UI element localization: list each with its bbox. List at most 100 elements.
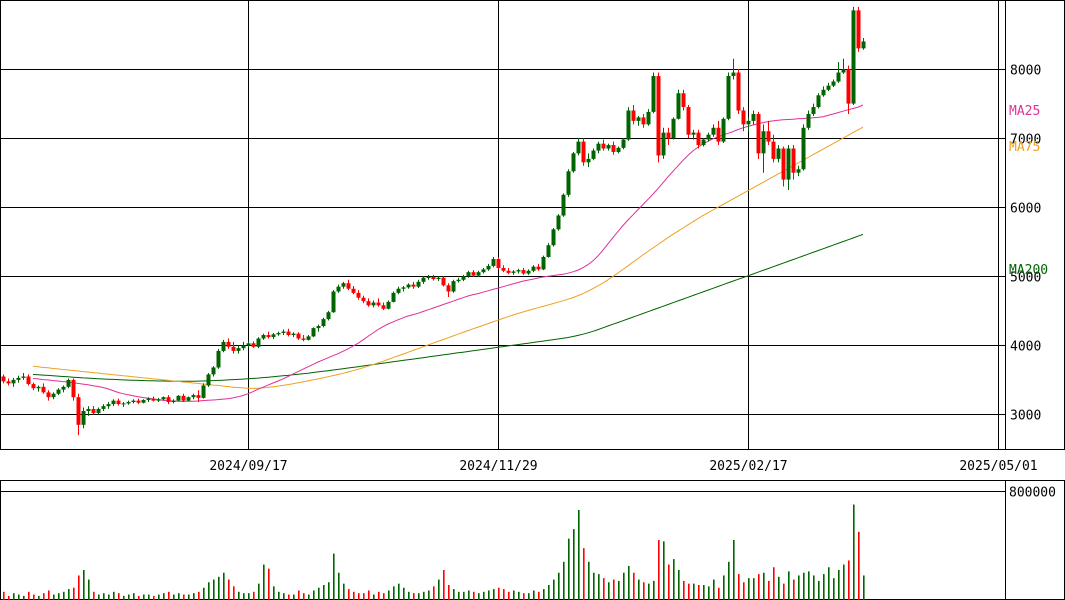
- volume-bar: [773, 567, 775, 600]
- candle-body: [531, 266, 536, 271]
- volume-bar: [283, 593, 285, 600]
- candle-body: [571, 153, 576, 172]
- volume-bar: [113, 591, 115, 600]
- candle-body: [401, 287, 406, 289]
- candle-body: [301, 338, 306, 340]
- candle-body: [191, 395, 196, 398]
- volume-bar: [463, 591, 465, 600]
- volume-bar: [398, 583, 400, 600]
- price-tick-label: 3000: [1010, 409, 1041, 424]
- candle-body: [481, 269, 486, 273]
- candle-body: [526, 270, 531, 274]
- price-tick-label: 8000: [1010, 64, 1041, 79]
- candle-body: [96, 408, 101, 414]
- candle-body: [506, 270, 511, 273]
- volume-bar: [753, 578, 755, 600]
- volume-bar: [723, 575, 725, 600]
- candle-body: [46, 392, 51, 398]
- volume-bar: [788, 571, 790, 600]
- candle-body: [651, 75, 656, 112]
- legend-ma75: MA75: [1009, 140, 1040, 155]
- volume-bar: [43, 593, 45, 600]
- candle-body: [76, 397, 81, 425]
- candle-body: [361, 297, 366, 302]
- volume-bar: [298, 590, 300, 600]
- candle-body: [546, 245, 551, 257]
- candle-body: [676, 93, 681, 119]
- volume-bar: [813, 575, 815, 600]
- volume-bar: [233, 586, 235, 600]
- volume-bar: [198, 591, 200, 600]
- volume-bar: [103, 593, 105, 600]
- volume-bar: [388, 590, 390, 600]
- candle-body: [741, 110, 746, 125]
- volume-bar: [663, 541, 665, 600]
- candle-body: [716, 127, 721, 142]
- volume-bar: [828, 567, 830, 600]
- volume-bar: [83, 570, 85, 600]
- date-axis-labels: 2024/09/17 2024/11/29 2025/02/17 2025/05/01: [209, 459, 1037, 474]
- volume-panel: 800000: [0, 480, 1065, 600]
- volume-bar: [358, 593, 360, 600]
- volume-bar: [183, 594, 185, 600]
- volume-bar: [533, 590, 535, 600]
- volume-bar: [763, 572, 765, 600]
- candle-body: [351, 288, 356, 293]
- candle-body: [796, 169, 801, 173]
- volume-bar: [698, 585, 700, 600]
- volume-bar: [473, 591, 475, 600]
- volume-bar: [363, 593, 365, 600]
- candle-body: [106, 404, 111, 407]
- volume-bar: [163, 593, 165, 600]
- volume-bar: [393, 586, 395, 600]
- volume-bar: [843, 564, 845, 600]
- volume-bar: [658, 540, 660, 600]
- candle-body: [746, 120, 751, 125]
- volume-bar: [803, 572, 805, 600]
- candle-body: [626, 110, 631, 140]
- candle-body: [501, 268, 506, 271]
- volume-bar: [618, 580, 620, 600]
- candle-body: [36, 386, 41, 389]
- volume-bar: [373, 594, 375, 600]
- candle-body: [201, 385, 206, 398]
- candle-body: [861, 41, 866, 49]
- volume-bar: [188, 594, 190, 600]
- volume-bar: [508, 591, 510, 600]
- volume-bar: [273, 586, 275, 600]
- candle-body: [146, 398, 151, 400]
- volume-bar: [68, 589, 70, 600]
- candle-body: [831, 81, 836, 86]
- candle-body: [71, 379, 76, 398]
- volume-bar: [608, 582, 610, 600]
- candle-body: [441, 277, 446, 286]
- candle-body: [731, 72, 736, 76]
- candle-body: [281, 331, 286, 333]
- volume-bar: [18, 594, 20, 600]
- volume-bar: [748, 578, 750, 600]
- volume-bar: [353, 591, 355, 600]
- legend-ma200: MA200: [1009, 263, 1048, 278]
- candle-body: [421, 277, 426, 282]
- candle-body: [706, 134, 711, 140]
- candle-body: [461, 276, 466, 280]
- volume-bar: [148, 594, 150, 600]
- volume-bar: [343, 583, 345, 600]
- volume-bar: [378, 591, 380, 600]
- volume-bar: [203, 587, 205, 600]
- candle-body: [121, 403, 126, 405]
- candle-body: [271, 334, 276, 338]
- candle-body: [26, 376, 31, 385]
- volume-bar: [758, 574, 760, 600]
- candle-body: [846, 69, 851, 104]
- volume-bar: [408, 591, 410, 600]
- candle-body: [601, 143, 606, 149]
- candle-body: [166, 397, 171, 403]
- candle-body: [131, 400, 136, 403]
- volume-bar: [583, 548, 585, 600]
- candle-body: [451, 281, 456, 292]
- volume-bar: [13, 593, 15, 600]
- candle-body: [376, 302, 381, 306]
- volume-bar: [863, 575, 865, 600]
- price-tick-label: 7000: [1010, 133, 1041, 148]
